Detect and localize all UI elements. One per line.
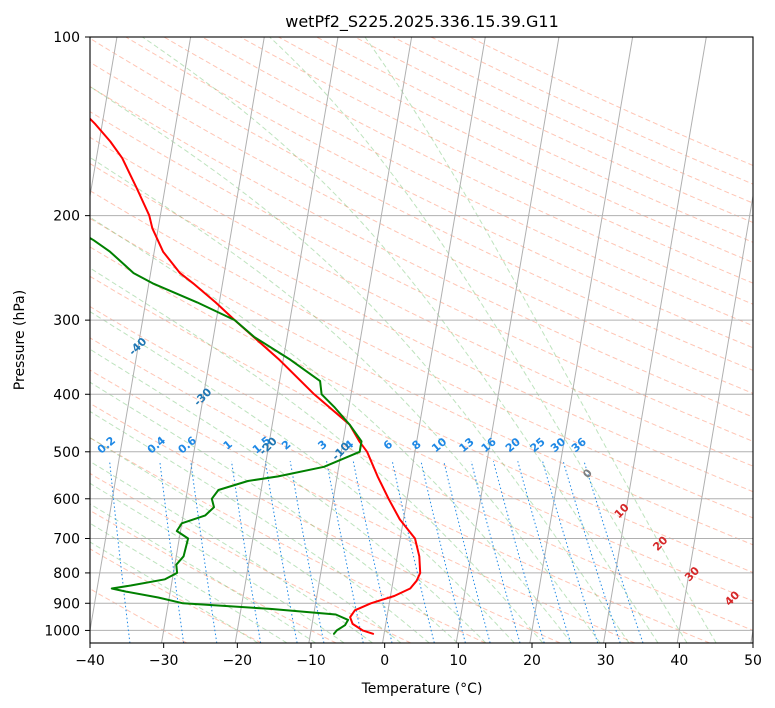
moist-adiabat-line <box>364 37 717 643</box>
dry-adiabat-line <box>90 246 753 574</box>
y-tick-label: 100 <box>53 30 80 46</box>
moist-adiabat-line <box>90 216 572 643</box>
dry-adiabat-line <box>90 369 636 643</box>
mixing-ratio-line <box>443 461 491 643</box>
mixing-ratio-line <box>289 461 325 643</box>
y-tick-label: 300 <box>53 313 80 329</box>
x-tick-label: 0 <box>380 653 389 669</box>
isotherm-line <box>603 37 707 643</box>
dry-adiabat-line <box>201 37 753 305</box>
moist-adiabat-line <box>90 311 515 643</box>
mixing-ratio-line <box>583 461 644 643</box>
x-tick-label: 10 <box>449 653 467 669</box>
y-tick-label: 900 <box>53 596 80 612</box>
isotherm-line <box>90 37 192 634</box>
dry-adiabat-line <box>90 162 753 493</box>
y-tick-label: 700 <box>53 532 80 548</box>
background-grid <box>90 37 753 643</box>
mixing-ratio-line <box>352 461 393 643</box>
mixing-ratio-line <box>190 461 218 643</box>
dry-adiabat-line <box>240 37 753 284</box>
chart-title: wetPf2_S225.2025.336.15.39.G11 <box>285 12 559 32</box>
dry-adiabat-line <box>392 37 753 204</box>
moist-adiabat-line <box>90 85 630 643</box>
isotherm-line <box>529 37 634 643</box>
mixing-ratio-line <box>492 461 545 643</box>
y-tick-label: 1000 <box>44 623 80 639</box>
dry-adiabat-line <box>90 136 753 467</box>
moist-adiabat-line <box>142 37 659 643</box>
moist-adiabat-line <box>90 410 430 643</box>
x-tick-label: −10 <box>296 653 326 669</box>
isotherm-line <box>90 37 118 199</box>
dry-adiabat-line <box>90 217 753 546</box>
dry-adiabat-line <box>90 509 337 643</box>
isotherm-line <box>234 37 339 643</box>
y-tick-label: 200 <box>53 209 80 225</box>
axes: −40 −30 −20 −10 0 10 20 30 40 50 100 200 300 400 500 60… <box>44 30 762 669</box>
isotherm-line <box>676 192 753 643</box>
dry-adiabat-line <box>163 37 753 327</box>
moist-adiabat-line <box>90 437 402 643</box>
isotherm-line <box>161 37 265 643</box>
x-axis-label: Temperature (°C) <box>361 681 483 697</box>
moist-adiabat-line <box>90 482 345 643</box>
sounding-profiles <box>90 117 422 635</box>
x-tick-label: −30 <box>149 653 179 669</box>
moist-adiabat-line <box>90 381 458 643</box>
dry-adiabat-line <box>125 37 753 349</box>
dewpoint-profile-line <box>90 236 363 635</box>
x-tick-label: −40 <box>75 653 105 669</box>
x-tick-label: 50 <box>744 653 762 669</box>
x-tick-label: 30 <box>597 653 615 669</box>
y-tick-label: 600 <box>53 492 80 508</box>
moist-adiabat-line <box>269 37 688 643</box>
moist-adiabat-line <box>90 541 259 643</box>
y-tick-label: 500 <box>53 445 80 461</box>
x-tick-label: 20 <box>523 653 541 669</box>
mixing-ratio-line <box>326 461 364 643</box>
dry-adiabat-line <box>90 111 753 442</box>
dry-adiabat-line <box>90 37 753 371</box>
mixing-ratio-line <box>109 461 131 643</box>
dry-adiabat-line <box>90 275 753 602</box>
dry-adiabat-line <box>90 337 710 643</box>
y-axis-label: Pressure (hPa) <box>12 290 28 390</box>
isotherm-line <box>382 37 486 643</box>
isotherm-line <box>308 37 413 643</box>
mixing-ratio-line <box>159 461 185 643</box>
x-tick-label: 40 <box>670 653 688 669</box>
y-tick-label: 400 <box>53 387 80 403</box>
dry-adiabat-line <box>90 306 753 631</box>
moist-adiabat-line <box>90 267 544 643</box>
plot-frame <box>89 36 754 644</box>
mixing-ratio-line <box>391 461 435 643</box>
moist-adiabat-line <box>90 156 601 643</box>
mixing-ratio-line <box>470 461 521 643</box>
mixing-ratio-line <box>420 461 466 643</box>
mixing-ratio-line <box>264 461 298 643</box>
dry-adiabat-line <box>90 61 753 395</box>
mixing-ratio-line <box>231 461 262 643</box>
moist-adiabat-line <box>90 460 373 643</box>
dry-adiabat-line <box>354 37 753 224</box>
x-tick-label: −20 <box>223 653 253 669</box>
dry-adiabat-line <box>316 37 753 243</box>
y-tick-label: 800 <box>53 566 80 582</box>
isotherm-line <box>455 37 560 643</box>
